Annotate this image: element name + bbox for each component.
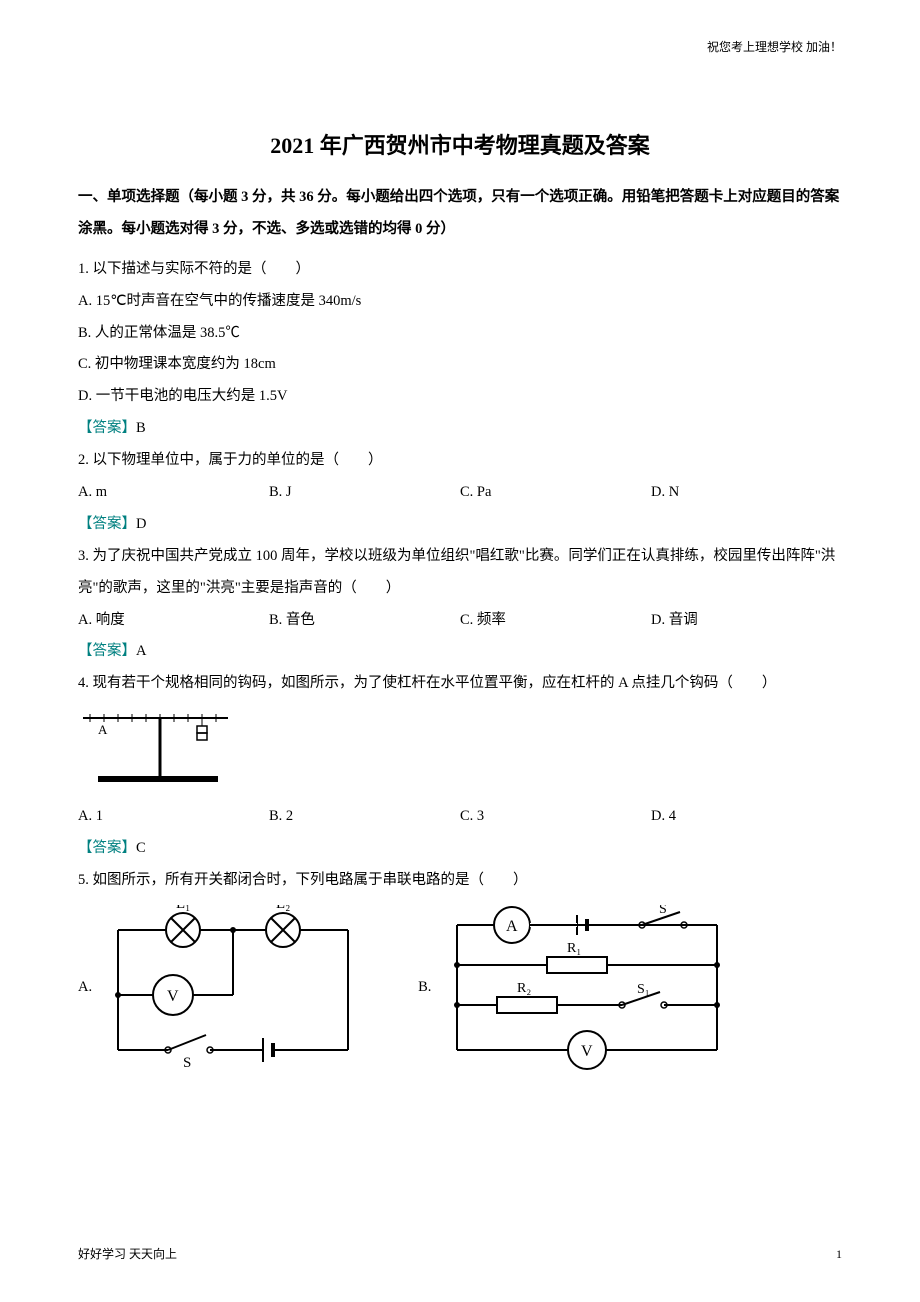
page-title: 2021 年广西贺州市中考物理真题及答案 (78, 128, 842, 160)
q1-optC: C. 初中物理课本宽度约为 18cm (78, 349, 842, 381)
q2-options: A. m B. J C. Pa D. N (78, 477, 842, 509)
q2-optB: B. J (269, 477, 460, 509)
q5-stem: 5. 如图所示，所有开关都闭合时，下列电路属于串联电路的是（ ） (78, 865, 842, 897)
q2-answer-value: D (136, 516, 146, 532)
q3-optB: B. 音色 (269, 605, 460, 637)
svg-text:A: A (506, 918, 518, 935)
q3-optC: C. 频率 (460, 605, 651, 637)
svg-text:R₁: R₁ (567, 941, 581, 956)
q4-options: A. 1 B. 2 C. 3 D. 4 (78, 801, 842, 833)
q4-answer: 【答案】C (78, 833, 842, 865)
q4-figure: A (78, 704, 842, 799)
q3-answer-value: A (136, 643, 146, 659)
svg-text:V: V (581, 1043, 593, 1060)
q3-optD: D. 音调 (651, 605, 842, 637)
q1-answer: 【答案】B (78, 413, 842, 445)
svg-text:S: S (183, 1055, 191, 1070)
q3-answer-label: 【答案】 (78, 643, 136, 659)
svg-text:L₂: L₂ (276, 905, 290, 912)
q1-optD: D. 一节干电池的电压大约是 1.5V (78, 381, 842, 413)
q1-answer-label: 【答案】 (78, 420, 136, 436)
q4-optC: C. 3 (460, 801, 651, 833)
footer-page-number: 1 (836, 1247, 842, 1262)
q2-answer: 【答案】D (78, 509, 842, 541)
q5-circB-label: B. (418, 979, 431, 996)
q2-stem: 2. 以下物理单位中，属于力的单位的是（ ） (78, 445, 842, 477)
q2-optD: D. N (651, 477, 842, 509)
svg-text:V: V (167, 988, 179, 1005)
q1-stem: 1. 以下描述与实际不符的是（ ） (78, 254, 842, 286)
q5-circuit-A: A. L₁ L₂ V (78, 905, 368, 1070)
svg-text:L₁: L₁ (176, 905, 190, 912)
q2-optA: A. m (78, 477, 269, 509)
q2-answer-label: 【答案】 (78, 516, 136, 532)
q3-stem: 3. 为了庆祝中国共产党成立 100 周年，学校以班级为单位组织"唱红歌"比赛。… (78, 541, 842, 605)
q4-optA: A. 1 (78, 801, 269, 833)
q1-answer-value: B (136, 420, 146, 436)
q5-circuit-B: B. A S R₁ (418, 905, 737, 1070)
q3-answer: 【答案】A (78, 636, 842, 668)
q4-answer-value: C (136, 840, 146, 856)
q5-figures: A. L₁ L₂ V (78, 905, 842, 1070)
q1-optB: B. 人的正常体温是 38.5℃ (78, 318, 842, 350)
svg-text:S: S (659, 905, 667, 917)
header-note: 祝您考上理想学校 加油！ (707, 38, 842, 55)
q5-circA-label: A. (78, 979, 92, 996)
q4-optD: D. 4 (651, 801, 842, 833)
section-header: 一、单项选择题（每小题 3 分，共 36 分。每小题给出四个选项，只有一个选项正… (78, 182, 842, 246)
q4-stem: 4. 现有若干个规格相同的钩码，如图所示，为了使杠杆在水平位置平衡，应在杠杆的 … (78, 668, 842, 700)
svg-text:R₂: R₂ (517, 981, 531, 996)
q4-optB: B. 2 (269, 801, 460, 833)
q3-options: A. 响度 B. 音色 C. 频率 D. 音调 (78, 605, 842, 637)
footer-left: 好好学习 天天向上 (78, 1245, 177, 1262)
svg-text:S₁: S₁ (637, 982, 650, 997)
q4-answer-label: 【答案】 (78, 840, 136, 856)
q4-fig-label-A: A (98, 722, 108, 737)
q2-optC: C. Pa (460, 477, 651, 509)
q3-optA: A. 响度 (78, 605, 269, 637)
q1-optA: A. 15℃时声音在空气中的传播速度是 340m/s (78, 286, 842, 318)
